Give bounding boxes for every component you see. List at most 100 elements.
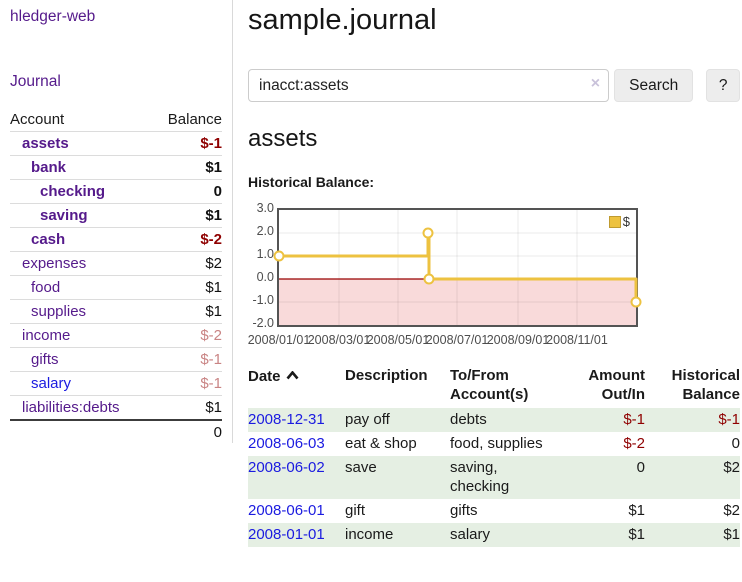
tx-amount: 0 [636,459,645,476]
account-link-salary[interactable]: salary [31,375,72,392]
tx-date-link[interactable]: 2008-06-03 [248,435,325,452]
account-link-food[interactable]: food [31,279,61,296]
tx-accounts: food, supplies [450,435,543,452]
chart-title: Historical Balance: [248,174,375,190]
accounts-total-row: 0 [10,419,222,444]
account-balance: $-1 [151,131,222,156]
account-row: bank $1 [10,155,222,180]
accounts-header-balance: Balance [151,108,222,132]
tx-header-tofrom: To/From Account(s) [450,367,529,403]
tx-amount: $1 [628,502,645,519]
account-link-gifts[interactable]: gifts [31,351,59,368]
account-row: assets $-1 [10,131,222,156]
accounts-total-value: 0 [151,419,222,444]
account-link-liabilities-debts[interactable]: liabilities:debts [22,399,120,416]
sort-ascending-icon [286,366,299,385]
help-button[interactable]: ? [706,69,740,102]
tx-header-amount: Amount Out/In [588,367,645,403]
account-balance: 0 [151,179,222,204]
account-balance: $-1 [151,347,222,372]
x-tick: 2008/01/01 [247,333,311,347]
account-row: food $1 [10,275,222,300]
account-link-checking[interactable]: checking [40,183,106,200]
transaction-row: 2008-12-31 pay off debts $-1 $-1 [248,408,740,432]
tx-balance: $2 [723,459,740,476]
chart-plot-area: $ [273,208,642,327]
brand-link[interactable]: hledger-web [10,8,96,25]
account-link-supplies[interactable]: supplies [31,303,87,320]
account-link-assets[interactable]: assets [22,135,69,152]
account-link-saving[interactable]: saving [40,207,88,224]
y-tick: 3.0 [256,201,274,215]
tx-date-link[interactable]: 2008-06-01 [248,502,325,519]
x-tick: 2008/11/01 [546,333,608,347]
transaction-row: 2008-01-01 income salary $1 $1 [248,523,740,547]
tx-balance: $2 [723,502,740,519]
search-bar: × Search ? [248,69,740,102]
tx-balance: 0 [731,435,740,452]
y-tick: 2.0 [256,224,274,238]
tx-date-link[interactable]: 2008-12-31 [248,411,325,428]
transaction-row: 2008-06-03 eat & shop food, supplies $-2… [248,432,740,456]
chart-legend: $ [606,213,632,230]
y-tick: 0.0 [256,270,274,284]
x-tick: 2008/09/01 [486,333,550,347]
account-row: income $-2 [10,323,222,348]
account-link-expenses[interactable]: expenses [22,255,87,272]
tx-header-date[interactable]: Date [248,364,345,408]
x-tick: 2008/03/01 [307,333,371,347]
chart-canvas [273,210,642,325]
tx-description: income [345,526,394,543]
tx-balance: $1 [723,526,740,543]
tx-date-link[interactable]: 2008-06-02 [248,459,325,476]
accounts-table: Account Balance assets $-1 bank $1 check… [10,108,222,444]
account-link-bank[interactable]: bank [31,159,67,176]
sidebar: hledger-web Journal Account Balance asse… [0,0,233,444]
tx-description: gift [345,502,366,519]
account-row: liabilities:debts $1 [10,395,222,421]
account-row: supplies $1 [10,299,222,324]
legend-swatch [608,215,621,228]
legend-label: $ [622,214,630,229]
historical-balance-chart: 3.0 2.0 1.0 0.0 -1.0 -2.0 [248,202,728,349]
account-balance: $1 [151,275,222,300]
y-tick: -1.0 [252,293,274,307]
tx-amount: $-2 [623,435,645,452]
tx-accounts: salary [450,526,491,543]
tx-header-historical: Historical Balance [671,367,740,403]
tx-amount: $1 [628,526,645,543]
account-link-income[interactable]: income [22,327,71,344]
y-tick: 1.0 [256,247,274,261]
tx-balance: $-1 [718,411,740,428]
account-row: checking 0 [10,179,222,204]
tx-date-link[interactable]: 2008-01-01 [248,526,325,543]
search-button[interactable]: Search [614,69,694,102]
account-balance: $-2 [151,227,222,252]
account-balance: $1 [151,395,222,421]
account-row: expenses $2 [10,251,222,276]
data-point-markers [273,227,642,308]
main-content: sample.journal × Search ? assets Histori… [233,0,742,582]
tx-accounts: gifts [450,502,478,519]
y-tick: -2.0 [252,316,274,330]
tx-header-description: Description [345,367,428,384]
account-link-cash[interactable]: cash [31,231,66,248]
search-input[interactable] [248,69,610,102]
account-balance: $1 [151,299,222,324]
page-title: sample.journal [248,4,437,36]
account-balance: $-1 [151,371,222,396]
negative-region [279,279,636,325]
x-tick: 2008/07/01 [425,333,489,347]
tx-description: pay off [345,411,390,428]
tx-accounts: debts [450,411,487,428]
accounts-header-account: Account [10,108,152,132]
account-balance: $1 [151,155,222,180]
tx-amount: $-1 [623,411,645,428]
sidebar-item-journal[interactable]: Journal [10,73,61,90]
account-balance: $2 [151,251,222,276]
tx-description: eat & shop [345,435,417,452]
x-tick: 2008/05/01 [366,333,430,347]
transaction-row: 2008-06-01 gift gifts $1 $2 [248,499,740,523]
clear-search-icon[interactable]: × [590,75,601,92]
transactions-table: Date Description To/From Account(s) Amou… [248,364,740,547]
